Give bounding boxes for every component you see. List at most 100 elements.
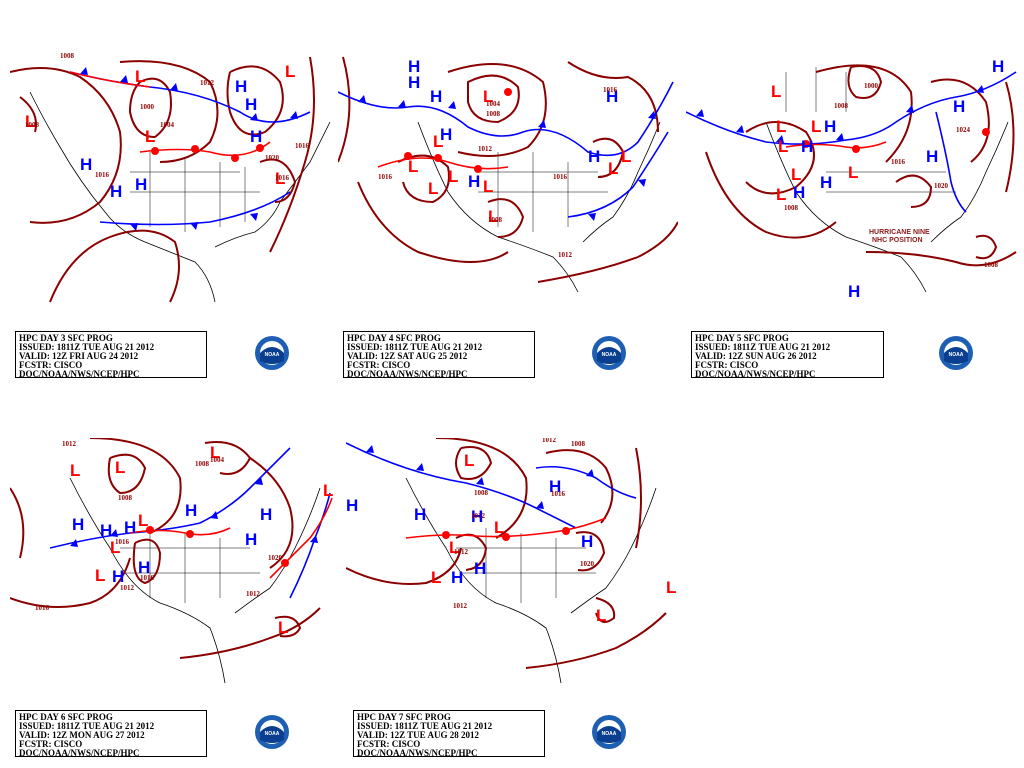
noaa-logo-icon: NOAA [255, 715, 289, 749]
high-center: H [235, 77, 247, 96]
noaa-logo-icon: NOAA [939, 336, 973, 370]
agency: DOC/NOAA/NWS/NCEP/HPC [357, 748, 478, 758]
isobar-label: 1020 [934, 182, 949, 190]
isobar-label: 1008 [474, 489, 489, 497]
low-center: L [483, 177, 493, 196]
high-center: H [824, 117, 836, 136]
agency: DOC/NOAA/NWS/NCEP/HPC [19, 748, 140, 758]
svg-text:NOAA: NOAA [602, 731, 617, 737]
isobar-label: 1012 [120, 584, 135, 592]
surface-map-day4: L L L L L L L L L H H H H H H H 1004 100… [338, 52, 678, 307]
high-center: H [440, 125, 452, 144]
high-center: H [80, 155, 92, 174]
isobar-label: 1012 [454, 548, 469, 556]
high-center: H [451, 568, 463, 587]
surface-map-day3: L L L L L H H H H H H 1008 1008 1000 100… [10, 52, 338, 307]
forecast-title: HPC DAY 7 SFC PROG [357, 712, 451, 722]
forecaster: FCSTR: CISCO [695, 360, 759, 370]
low-center: L [811, 117, 821, 136]
high-center: H [992, 57, 1004, 76]
forecast-title: HPC DAY 5 SFC PROG [695, 333, 789, 343]
low-center: L [408, 157, 418, 176]
valid-time: VALID: 12Z SAT AUG 25 2012 [347, 351, 468, 361]
isobar-label: 1008 [60, 52, 75, 60]
forecaster: FCSTR: CISCO [19, 360, 83, 370]
low-center: L [145, 127, 155, 146]
isobar-label: 1016 [378, 173, 393, 181]
isobar-label: 1008 [834, 102, 849, 110]
low-center: L [448, 167, 458, 186]
isobar-label: 1004 [160, 121, 175, 129]
agency: DOC/NOAA/NWS/NCEP/HPC [347, 369, 468, 379]
isobar-label: 1020 [580, 560, 595, 568]
high-center: H [185, 501, 197, 520]
high-center: H [72, 515, 84, 534]
surface-map-day5: L L L L L L L H H H H H H H H 1000 1008 … [686, 52, 1024, 307]
high-center: H [408, 73, 420, 92]
low-center: L [323, 481, 333, 500]
low-center: L [621, 147, 631, 166]
high-center: H [414, 505, 426, 524]
low-center: L [608, 159, 618, 178]
noaa-logo-icon: NOAA [592, 715, 626, 749]
low-center: L [778, 137, 788, 156]
low-center: L [275, 169, 285, 188]
issued-time: ISSUED: 1811Z TUE AUG 21 2012 [347, 342, 483, 352]
isobar-label: 1016 [35, 604, 50, 612]
isobar-label: 1004 [210, 456, 225, 464]
high-center: H [250, 127, 262, 146]
issued-time: ISSUED: 1811Z TUE AUG 21 2012 [357, 721, 493, 731]
forecast-title: HPC DAY 4 SFC PROG [347, 333, 441, 343]
high-center: H [549, 477, 561, 496]
isobar-label: 1016 [603, 86, 618, 94]
high-center: H [112, 567, 124, 586]
valid-time: VALID: 12Z FRI AUG 24 2012 [19, 351, 139, 361]
low-center: L [488, 207, 498, 226]
forecaster: FCSTR: CISCO [19, 739, 83, 749]
isobar-label: 1008 [488, 216, 503, 224]
isobar-label: 1016 [551, 490, 566, 498]
valid-time: VALID: 12Z MON AUG 27 2012 [19, 730, 145, 740]
noaa-logo-icon: NOAA [255, 336, 289, 370]
isobar-label: 1008 [571, 440, 586, 448]
high-center: H [820, 173, 832, 192]
isobar-label: 1008 [784, 204, 799, 212]
low-center: L [449, 538, 459, 557]
map-svg-day5: L L L L L L L H H H H H H H H 1000 1008 … [686, 57, 1017, 301]
isobar-label: 1020 [268, 554, 283, 562]
map-svg-day3: L L L L L H H H H H H 1008 1008 1000 100… [10, 52, 331, 303]
svg-text:NOAA: NOAA [265, 352, 280, 358]
high-center: H [260, 505, 272, 524]
hurricane-position-label: NHC POSITION [872, 237, 923, 244]
isobar-label: 1016 [295, 142, 310, 150]
issued-time: ISSUED: 1811Z TUE AUG 21 2012 [19, 721, 155, 731]
high-center: H [801, 137, 813, 156]
high-center: H [581, 532, 593, 551]
svg-text:NOAA: NOAA [602, 352, 617, 358]
low-center: L [433, 132, 443, 151]
low-center: L [776, 185, 786, 204]
isobar-label: 1008 [25, 121, 40, 129]
isobar-label: 1000 [864, 82, 879, 90]
isobar-label: 1016 [275, 174, 290, 182]
high-center: H [110, 182, 122, 201]
isobar-label: 1012 [478, 145, 493, 153]
high-center: H [793, 183, 805, 202]
forecaster: FCSTR: CISCO [347, 360, 411, 370]
low-center: L [776, 117, 786, 136]
forecast-info-box: HPC DAY 5 SFC PROG ISSUED: 1811Z TUE AUG… [691, 331, 884, 379]
isobar-label: 1012 [471, 512, 486, 520]
low-center: L [138, 511, 148, 530]
issued-time: ISSUED: 1811Z TUE AUG 21 2012 [19, 342, 155, 352]
low-center: L [596, 606, 606, 625]
isobar-label: 1012 [62, 440, 77, 448]
isobar-label: 1012 [558, 251, 573, 259]
low-center: L [494, 518, 504, 537]
agency: DOC/NOAA/NWS/NCEP/HPC [695, 369, 816, 379]
isobar-label: 1020 [265, 154, 280, 162]
map-svg-day6: L L L L L L L L H H H H H H H H 1012 100… [10, 438, 333, 684]
surface-map-day7: L L L L L L H H H H H H H 1012 1008 1008… [346, 438, 678, 691]
valid-time: VALID: 12Z TUE AUG 28 2012 [357, 730, 479, 740]
high-center: H [245, 95, 257, 114]
high-center: H [588, 147, 600, 166]
